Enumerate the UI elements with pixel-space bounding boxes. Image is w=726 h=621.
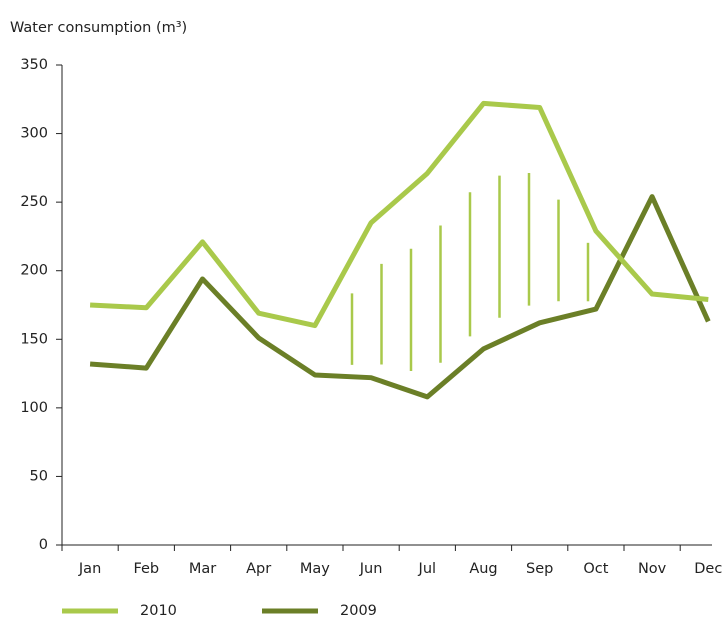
y-tick-label: 0 — [39, 537, 48, 553]
y-tick-label: 350 — [20, 57, 48, 73]
y-tick-label: 50 — [30, 468, 48, 484]
y-tick-label: 300 — [20, 126, 48, 142]
y-tick-label: 150 — [20, 331, 48, 347]
x-tick-label: Jun — [359, 561, 383, 577]
x-tick-label: Oct — [583, 561, 608, 577]
y-axis-title: Water consumption (m³) — [10, 20, 187, 36]
series-line — [89, 100, 709, 329]
y-tick-label: 100 — [20, 400, 48, 416]
legend-label: 2010 — [140, 603, 177, 619]
x-tick-label: Jan — [78, 561, 101, 577]
x-tick-label: Jul — [418, 561, 437, 577]
y-tick-label: 250 — [20, 194, 48, 210]
series-line — [89, 194, 711, 400]
y-tick-label: 200 — [20, 263, 48, 279]
x-tick-label: May — [300, 561, 330, 577]
x-tick-label: Nov — [638, 561, 667, 577]
x-tick-label: Mar — [189, 561, 216, 577]
x-tick-label: Feb — [133, 561, 159, 577]
x-tick-label: Dec — [694, 561, 722, 577]
x-tick-label: Apr — [246, 561, 271, 577]
x-tick-label: Aug — [469, 561, 497, 577]
x-tick-label: Sep — [526, 561, 553, 577]
legend-label: 2009 — [340, 603, 377, 619]
